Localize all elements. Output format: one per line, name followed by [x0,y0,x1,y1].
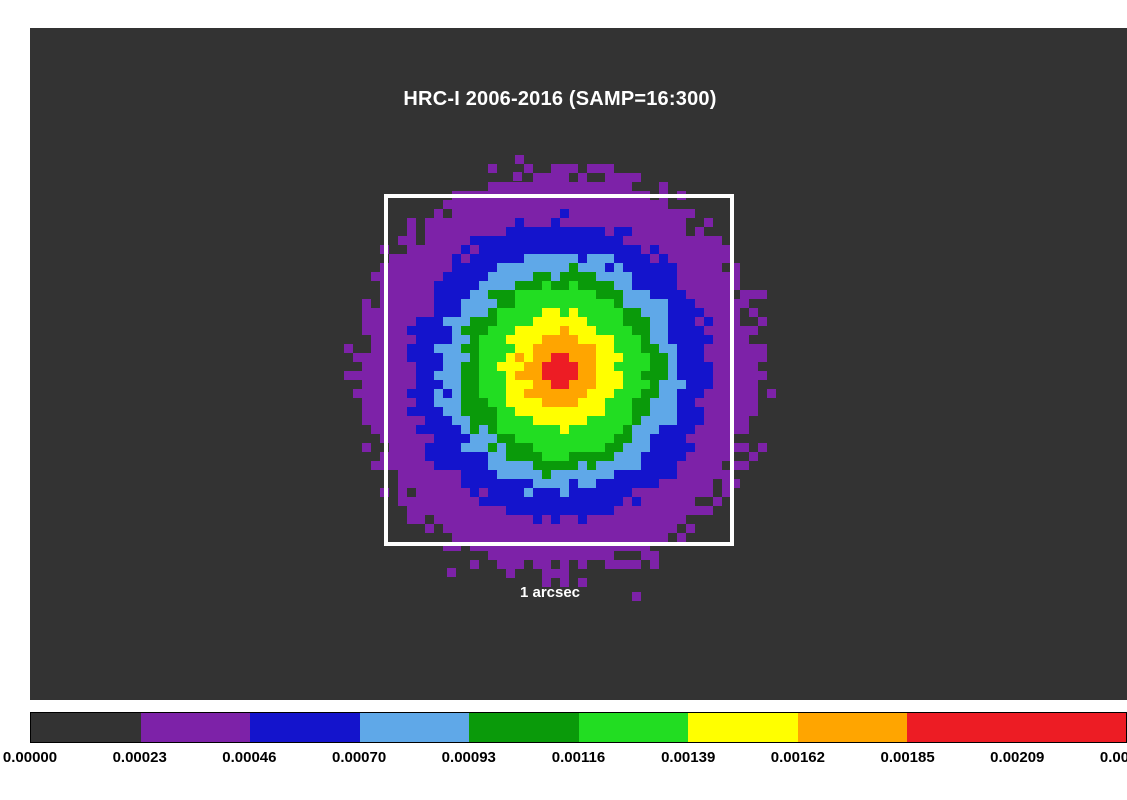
scale-bar-label: 1 arcsec [519,584,581,601]
extraction-region-box [384,194,734,546]
colorbar-tick-label: 0.00162 [770,749,826,766]
plot-area: HRC-I 2006-2016 (SAMP=16:300) 1 arcsec [30,28,1127,700]
colorbar-segment [688,713,798,742]
colorbar-segment [31,713,141,742]
colorbar [30,712,1127,743]
colorbar-segment [578,713,688,742]
colorbar-tick-label: 0.00023 [112,749,167,766]
colorbar-tick-label: 0.00093 [441,749,496,766]
colorbar-segment [250,713,360,742]
colorbar-tick-label: 0.00185 [880,749,935,766]
colorbar-tick-label: 0.00046 [222,749,277,766]
colorbar-segment [359,713,469,742]
colorbar-tick-label: 0.00116 [551,749,606,766]
colorbar-segment [140,713,250,742]
colorbar-tick-label: 0.00000 [2,749,58,766]
colorbar-segment [797,713,907,742]
colorbar-tick-label: 0.00232 [1099,749,1127,766]
psf-image-canvas [335,146,785,596]
colorbar-segments [31,713,1126,742]
colorbar-tick-label: 0.00070 [331,749,387,766]
colorbar-segment [469,713,579,742]
colorbar-segment [907,713,1017,742]
colorbar-segment [1016,713,1126,742]
colorbar-tick-label: 0.00139 [661,749,716,766]
colorbar-tick-label: 0.00209 [990,749,1045,766]
plot-title: HRC-I 2006-2016 (SAMP=16:300) [403,88,717,110]
colorbar-ticks: 0.00000 0.00023 0.00046 0.00070 0.00093 0.001… [3,749,1127,771]
